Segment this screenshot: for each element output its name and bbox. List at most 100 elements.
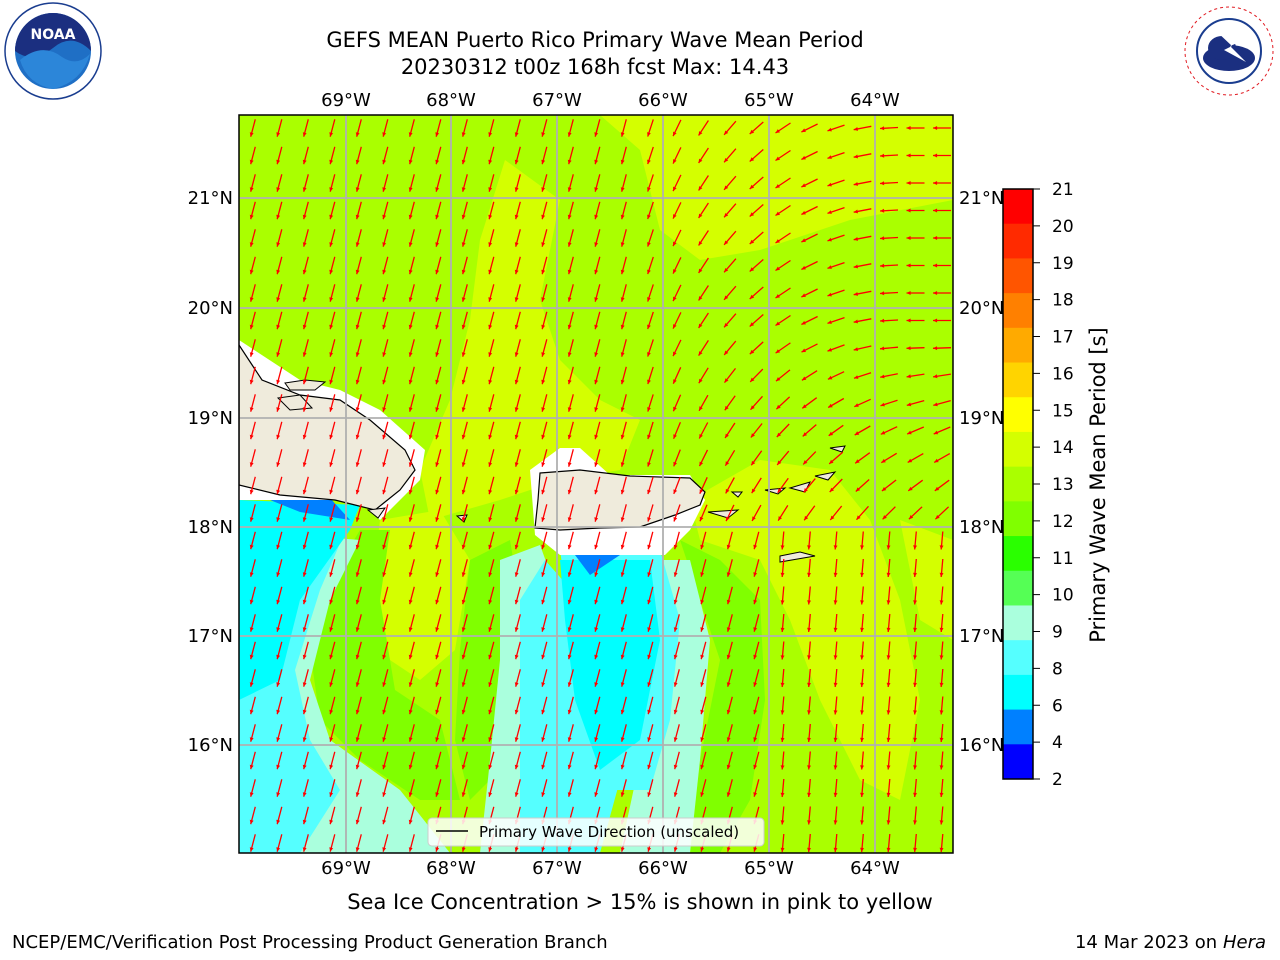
- wave-arrow-head: [488, 792, 493, 797]
- wave-arrow-head: [594, 242, 599, 247]
- colorbar-cell: [1003, 709, 1033, 745]
- wave-arrow-head: [906, 263, 911, 268]
- wave-arrow-head: [827, 127, 832, 132]
- wave-arrow-head: [700, 544, 705, 550]
- wave-arrow-head: [860, 737, 864, 742]
- wave-arrow-head: [753, 627, 758, 632]
- wave-arrow-head: [276, 792, 281, 797]
- wave-arrow-head: [801, 210, 806, 215]
- wave-arrow-head: [488, 682, 493, 687]
- wave-arrow-head: [514, 214, 519, 220]
- wave-arrow-head: [933, 374, 938, 379]
- wave-arrow-head: [780, 627, 785, 632]
- wave-arrow-head: [780, 792, 785, 797]
- wave-arrow-head: [807, 792, 811, 797]
- lat-label-left: 21°N: [188, 188, 233, 209]
- colorbar-cell: [1003, 327, 1033, 364]
- wave-arrow-head: [488, 599, 493, 605]
- wave-arrow-head: [567, 434, 572, 440]
- wave-arrow-head: [906, 181, 911, 185]
- wave-arrow-head: [514, 434, 519, 440]
- wave-arrow-head: [854, 403, 859, 407]
- lon-label-bottom: 68°W: [426, 858, 476, 879]
- wave-arrow-head: [906, 153, 911, 158]
- wave-arrow-head: [801, 348, 806, 353]
- wave-arrow-head: [620, 489, 625, 495]
- wave-arrow-head: [673, 461, 677, 467]
- wave-arrow-head: [933, 153, 938, 158]
- wave-arrow-head: [435, 434, 440, 440]
- wave-arrow-head: [461, 132, 466, 137]
- lat-label-left: 16°N: [188, 735, 233, 756]
- wave-arrow-head: [435, 214, 440, 220]
- wave-arrow-head: [647, 737, 652, 742]
- wave-arrow-head: [753, 847, 758, 852]
- wave-arrow-head: [302, 764, 307, 770]
- wave-arrow-head: [408, 847, 413, 852]
- wave-arrow-head: [913, 710, 917, 715]
- wave-arrow-head: [249, 709, 254, 715]
- wave-arrow-head: [933, 318, 938, 323]
- wave-arrow-head: [302, 544, 307, 550]
- wave-arrow-head: [939, 682, 944, 687]
- colorbar-label: Primary Wave Mean Period [s]: [1086, 327, 1110, 643]
- wave-arrow-head: [408, 517, 413, 522]
- wave-arrow-head: [435, 324, 440, 330]
- wave-arrow-head: [302, 132, 307, 137]
- wave-arrow-head: [647, 269, 651, 275]
- wave-arrow-head: [725, 488, 730, 494]
- wave-arrow-head: [699, 461, 704, 467]
- wave-arrow-head: [329, 242, 334, 247]
- wave-arrow-head: [828, 403, 833, 408]
- wave-arrow-head: [276, 517, 281, 522]
- wave-arrow-head: [382, 737, 387, 742]
- wave-arrow-head: [408, 132, 413, 137]
- wave-arrow-head: [933, 402, 938, 407]
- wave-arrow-head: [833, 765, 838, 770]
- wave-arrow-head: [886, 545, 891, 550]
- wave-arrow-head: [541, 654, 546, 660]
- wave-arrow-head: [698, 323, 703, 328]
- wave-arrow-head: [880, 430, 886, 435]
- wave-arrow-head: [647, 352, 651, 357]
- wave-arrow-head: [249, 462, 254, 467]
- wave-arrow-head: [249, 599, 254, 605]
- wave-arrow-head: [647, 792, 652, 797]
- wave-arrow-head: [827, 210, 832, 214]
- wave-arrow-head: [382, 324, 387, 330]
- wave-arrow-head: [753, 682, 758, 687]
- wave-arrow-head: [461, 187, 466, 192]
- wave-arrow-head: [908, 486, 913, 491]
- wave-arrow-head: [594, 379, 599, 385]
- wave-arrow-head: [724, 268, 729, 273]
- wave-arrow-head: [724, 240, 729, 245]
- wave-arrow-head: [620, 572, 625, 577]
- wave-arrow-head: [382, 269, 387, 275]
- wave-arrow-head: [594, 489, 599, 495]
- wave-arrow-head: [382, 819, 387, 825]
- hispaniola-land: [239, 343, 416, 511]
- wave-arrow-head: [249, 764, 254, 770]
- wave-arrow-head: [382, 159, 387, 165]
- wave-arrow-head: [673, 214, 677, 219]
- wave-arrow-head: [933, 208, 938, 213]
- wave-arrow-head: [276, 132, 281, 137]
- wave-arrow-head: [853, 237, 858, 241]
- wave-arrow-head: [567, 297, 572, 302]
- lon-label-top: 69°W: [321, 90, 371, 111]
- colorbar-cell: [1003, 258, 1033, 294]
- wave-arrow-head: [355, 572, 360, 577]
- wave-arrow-head: [382, 132, 387, 137]
- wave-arrow-head: [908, 515, 914, 520]
- wave-arrow-head: [886, 572, 891, 577]
- wave-arrow-head: [939, 737, 944, 742]
- wave-arrow-head: [698, 213, 703, 218]
- wave-arrow-head: [382, 654, 387, 660]
- wave-arrow-head: [355, 654, 360, 660]
- wave-arrow-head: [276, 819, 281, 825]
- wave-arrow-head: [514, 709, 519, 715]
- wave-arrow-head: [749, 212, 755, 217]
- wave-arrow-head: [807, 627, 811, 632]
- footer-date-text: 14 Mar 2023 on: [1074, 932, 1218, 953]
- wave-arrow-head: [355, 627, 360, 632]
